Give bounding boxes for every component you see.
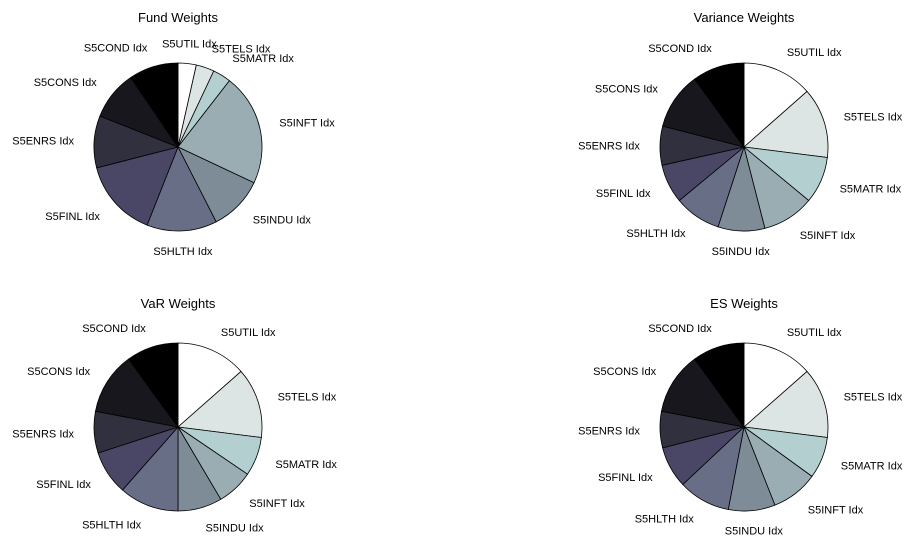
pie-title: Fund Weights: [138, 10, 218, 25]
slice-label: S5UTIL Idx: [787, 327, 842, 339]
pie-slice-s5tels-idx: [743, 90, 829, 158]
pie-slice-s5cond-idx: [130, 62, 179, 149]
slice-label: S5ENRS Idx: [578, 140, 640, 152]
pie-slice-s5cond-idx: [694, 342, 745, 429]
pie-chart-2: Variance Weights S5UTIL Idx S5TELS Idx S5MA…: [578, 10, 903, 258]
pie-slice-s5util-idx: [177, 342, 242, 428]
pie-title: ES Weights: [710, 296, 778, 311]
slice-label: S5MATR Idx: [840, 183, 902, 195]
slice-label: S5UTIL Idx: [221, 327, 276, 339]
slice-label: S5FINL Idx: [45, 211, 100, 223]
slice-label: S5FINL Idx: [36, 479, 91, 491]
slice-label: S5COND Idx: [84, 42, 148, 54]
pie-slice-s5finl-idx: [96, 146, 179, 226]
pie-chart-4: ES Weights S5UTIL Idx S5TELS Idx S5MATR Idx…: [578, 296, 903, 538]
pie-slice-s5hlth-idx: [146, 146, 217, 232]
pie-slice-s5cons-idx: [661, 358, 745, 428]
slice-label: S5CONS Idx: [593, 366, 656, 378]
slice-label: S5FINL Idx: [596, 188, 651, 200]
slice-label: S5COND Idx: [648, 323, 712, 335]
pie-slice-s5inft-idx: [177, 80, 263, 184]
slice-label: S5UTIL Idx: [787, 47, 842, 59]
pie-title: VaR Weights: [141, 296, 216, 311]
slice-label: S5HLTH Idx: [82, 519, 142, 531]
slice-label: S5INFT Idx: [249, 498, 305, 510]
slice-label: S5INFT Idx: [279, 118, 335, 130]
slice-label: S5COND Idx: [82, 323, 146, 335]
pie-title: Variance Weights: [694, 10, 795, 25]
slice-label: S5INFT Idx: [808, 504, 864, 516]
slice-label: S5INDU Idx: [253, 215, 312, 227]
pie-slice-s5tels-idx: [743, 370, 829, 438]
slice-label: S5HLTH Idx: [635, 513, 695, 525]
slice-label: S5INDU Idx: [725, 526, 784, 538]
slice-label: S5INDU Idx: [206, 523, 265, 535]
slice-label: S5TELS Idx: [844, 391, 903, 403]
slice-label: S5UTIL Idx: [162, 39, 217, 51]
slice-label: S5TELS Idx: [212, 44, 271, 56]
pie-slice-s5cond-idx: [694, 62, 745, 149]
slice-label: S5HLTH Idx: [626, 228, 686, 240]
slice-label: S5INFT Idx: [800, 230, 856, 242]
pie-slice-s5cond-idx: [128, 342, 179, 429]
pie-slice-s5util-idx: [743, 62, 808, 148]
slice-label: S5INDU Idx: [712, 246, 771, 258]
slice-label: S5MATR Idx: [232, 53, 294, 65]
pie-slice-s5cons-idx: [95, 358, 179, 428]
slice-label: S5CONS Idx: [27, 366, 90, 378]
slice-label: S5TELS Idx: [844, 111, 903, 123]
slice-label: S5HLTH Idx: [153, 246, 213, 258]
slice-label: S5CONS Idx: [34, 77, 97, 89]
slice-label: S5TELS Idx: [278, 391, 337, 403]
slice-label: S5ENRS Idx: [578, 425, 640, 437]
slice-label: S5ENRS Idx: [12, 136, 74, 148]
pie-slice-s5util-idx: [743, 342, 808, 428]
slice-label: S5COND Idx: [648, 43, 712, 55]
slice-label: S5FINL Idx: [598, 472, 653, 484]
pie-chart-3: VaR Weights S5UTIL Idx S5TELS Idx S5MATR Id…: [12, 296, 337, 535]
slice-label: S5CONS Idx: [595, 84, 658, 96]
slice-label: S5ENRS Idx: [12, 429, 74, 441]
slice-label: S5MATR Idx: [275, 459, 337, 471]
pie-slice-s5tels-idx: [177, 370, 263, 438]
slice-label: S5MATR Idx: [841, 460, 903, 472]
